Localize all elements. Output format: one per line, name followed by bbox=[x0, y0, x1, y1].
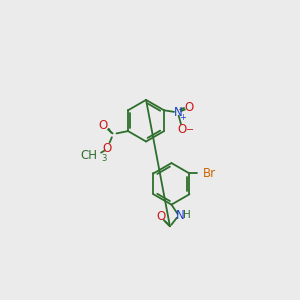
Text: O: O bbox=[177, 123, 186, 136]
Text: CH: CH bbox=[80, 149, 97, 162]
Text: Br: Br bbox=[203, 167, 216, 180]
Text: +: + bbox=[179, 112, 186, 122]
Text: −: − bbox=[186, 124, 194, 135]
Text: N: N bbox=[176, 209, 185, 222]
Text: H: H bbox=[183, 210, 191, 220]
Text: O: O bbox=[156, 211, 165, 224]
Text: O: O bbox=[99, 119, 108, 132]
Text: O: O bbox=[103, 142, 112, 154]
Text: 3: 3 bbox=[101, 154, 106, 163]
Text: O: O bbox=[184, 101, 193, 115]
Text: N: N bbox=[173, 106, 182, 119]
